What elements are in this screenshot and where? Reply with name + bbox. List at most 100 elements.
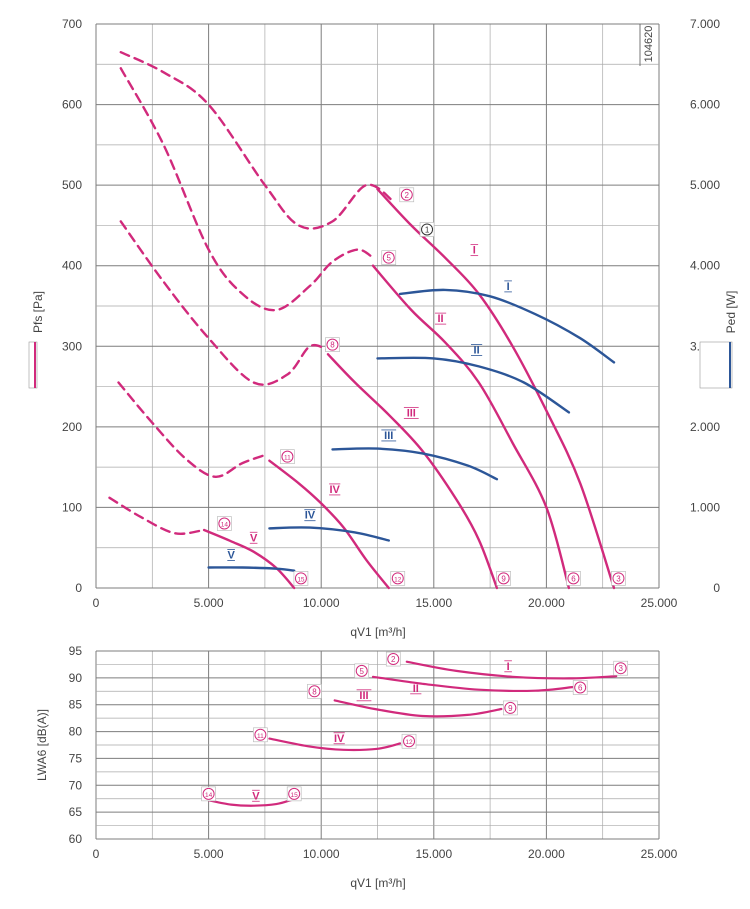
power-legend-box bbox=[699, 341, 733, 389]
x-tick-label: 0 bbox=[93, 847, 100, 861]
y2-tick-label: 4.000 bbox=[690, 259, 720, 273]
marker-circle bbox=[355, 664, 368, 677]
sound-operating-point-marker: 12 bbox=[401, 733, 417, 749]
y-tick-label: 70 bbox=[69, 778, 83, 792]
series-label: V bbox=[227, 550, 235, 562]
marker-circle bbox=[391, 572, 404, 585]
sound-operating-point-marker: 3 bbox=[613, 660, 629, 676]
power-curve-i bbox=[398, 288, 616, 364]
marker-label: 14 bbox=[221, 522, 229, 529]
marker-circle bbox=[288, 787, 301, 800]
marker-label: 5 bbox=[360, 667, 365, 676]
curve-label: I bbox=[504, 280, 512, 293]
marker-label: 9 bbox=[508, 704, 513, 713]
x-tick-label: 5.000 bbox=[194, 596, 224, 610]
x-tick-label: 15.000 bbox=[415, 596, 452, 610]
marker-label: 14 bbox=[205, 792, 213, 799]
x-tick-label: 20.000 bbox=[528, 847, 565, 861]
pressure-stall-curve-iv bbox=[117, 381, 267, 478]
pressure-stall-curve-iii bbox=[119, 220, 330, 386]
marker-circle bbox=[382, 251, 395, 264]
sound-curve-i bbox=[405, 660, 618, 680]
y-tick-label: 60 bbox=[69, 832, 83, 846]
marker-circle bbox=[403, 735, 416, 748]
series-label: III bbox=[407, 407, 416, 419]
sound-curve-label: II bbox=[410, 682, 422, 695]
pressure-curve-i bbox=[376, 188, 616, 590]
pressure-curve-iii bbox=[326, 353, 499, 590]
operating-point-marker: 2 bbox=[399, 187, 415, 203]
operating-point-marker: 15 bbox=[293, 571, 309, 586]
y-tick-label: 95 bbox=[69, 644, 83, 658]
y-axis-label-text: Pfs [Pa] bbox=[31, 291, 45, 333]
sound-curve-iv bbox=[268, 737, 402, 752]
sound-curve-ii bbox=[371, 675, 575, 693]
x-tick-label: 5.000 bbox=[194, 847, 224, 861]
marker-label: 8 bbox=[312, 687, 317, 696]
series-label: II bbox=[474, 345, 480, 357]
sound-operating-point-marker: 5 bbox=[354, 663, 370, 679]
sound-operating-point-marker: 2 bbox=[385, 651, 401, 667]
y-tick-label: 700 bbox=[62, 17, 82, 31]
series-label: II bbox=[413, 683, 419, 695]
marker-circle bbox=[387, 653, 400, 666]
x-tick-label: 0 bbox=[93, 596, 100, 610]
y-axis-label-bottom: LWA6 [dB(A)] bbox=[35, 709, 49, 781]
y-tick-label: 75 bbox=[69, 751, 83, 765]
y-tick-label: 65 bbox=[69, 805, 83, 819]
y2-tick-label: 6.000 bbox=[690, 98, 720, 112]
marker-circle bbox=[281, 450, 294, 463]
marker-circle bbox=[202, 787, 215, 800]
operating-point-marker: 1 bbox=[419, 222, 435, 237]
marker-label: 2 bbox=[391, 655, 396, 664]
marker-label: 2 bbox=[405, 191, 410, 200]
x-tick-label: 10.000 bbox=[303, 847, 340, 861]
curve-label: II bbox=[470, 344, 483, 357]
series-label: V bbox=[252, 790, 260, 802]
curve-label: V bbox=[249, 531, 258, 544]
y2-tick-label: 1.000 bbox=[690, 500, 720, 514]
sound-operating-point-marker: 8 bbox=[307, 683, 322, 699]
pressure-power-chart: 0 5.000 10.000 15.000 20.000 25.0000100200300… bbox=[28, 17, 738, 639]
x-tick-label: 25.000 bbox=[641, 847, 678, 861]
operating-point-marker: 3 bbox=[611, 571, 626, 586]
x-tick-label: 25.000 bbox=[641, 596, 678, 610]
sound-power-chart: 0 5.000 10.000 15.000 20.000 25.0006065707580… bbox=[35, 644, 678, 890]
curve-label: I bbox=[470, 244, 479, 257]
y2-tick-label: 7.000 bbox=[690, 17, 720, 31]
series-label: V bbox=[250, 532, 258, 544]
series-label: IV bbox=[334, 733, 345, 745]
marker-circle bbox=[308, 685, 321, 698]
y-axis-label: Pfs [Pa] bbox=[28, 291, 45, 389]
operating-point-marker: 9 bbox=[496, 571, 511, 586]
y-tick-label: 400 bbox=[62, 259, 82, 273]
y2-axis-label-text: Ped [W] bbox=[724, 291, 738, 334]
marker-circle bbox=[400, 188, 413, 201]
y2-tick-label: 0 bbox=[713, 581, 720, 595]
marker-circle bbox=[567, 572, 580, 585]
marker-circle bbox=[574, 681, 587, 694]
operating-point-marker: 12 bbox=[390, 571, 406, 586]
pressure-curve-iv bbox=[268, 459, 390, 590]
y2-axis-label: Ped [W] bbox=[699, 291, 738, 389]
y2-tick-label: 2.000 bbox=[690, 420, 720, 434]
series-label: III bbox=[384, 430, 393, 442]
marker-label: 15 bbox=[291, 792, 299, 799]
part-number: 104620 bbox=[639, 24, 655, 66]
y2-tick-label: 5.000 bbox=[690, 178, 720, 192]
marker-circle bbox=[504, 701, 517, 714]
y-tick-label: 600 bbox=[62, 98, 82, 112]
marker-label: 1 bbox=[425, 225, 430, 234]
pressure-curve-v bbox=[202, 528, 296, 590]
marker-label: 12 bbox=[405, 739, 413, 746]
power-curve-iii bbox=[331, 447, 499, 481]
operating-point-marker: 8 bbox=[325, 337, 340, 352]
series-label: I bbox=[473, 245, 476, 257]
power-curve-ii bbox=[376, 356, 571, 414]
curve-label: IV bbox=[304, 509, 316, 522]
y-tick-label: 90 bbox=[69, 671, 83, 685]
curve-label: III bbox=[403, 406, 419, 419]
marker-circle bbox=[326, 338, 339, 351]
operating-point-marker: 11 bbox=[280, 449, 295, 464]
